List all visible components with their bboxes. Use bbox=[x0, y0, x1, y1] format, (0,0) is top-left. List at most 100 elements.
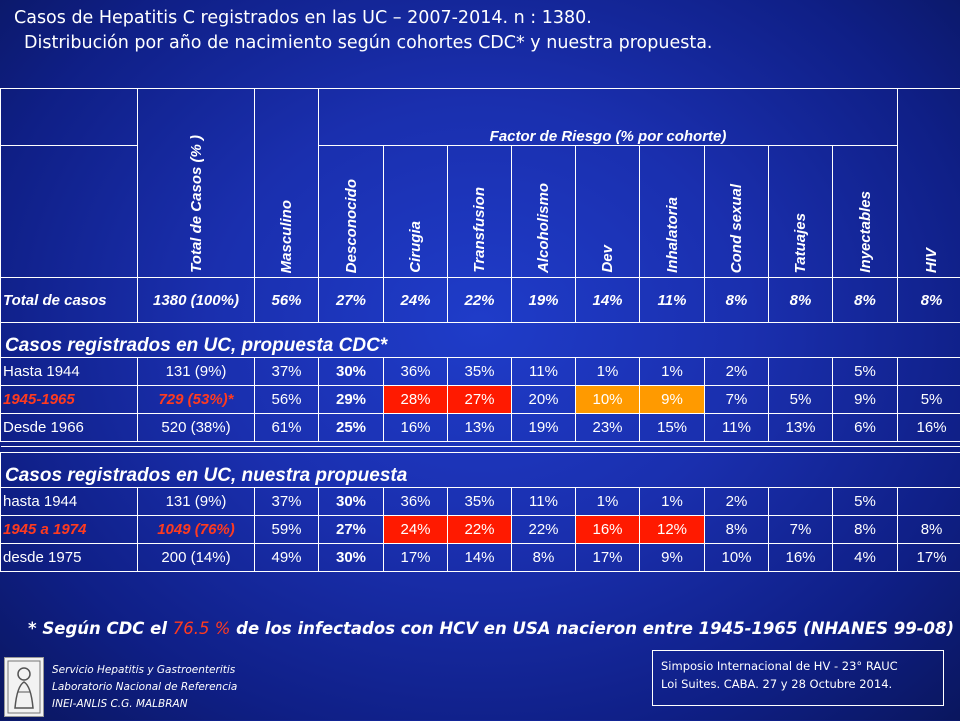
cell: 37% bbox=[255, 488, 319, 516]
cell: 520 (38%) bbox=[138, 414, 255, 442]
cell bbox=[769, 358, 833, 386]
cell: 6% bbox=[833, 414, 898, 442]
institution-logo bbox=[4, 657, 44, 717]
header-inyectables: Inyectables bbox=[833, 146, 898, 278]
cell: 11% bbox=[512, 488, 576, 516]
cell: 30% bbox=[319, 358, 384, 386]
cell: 1% bbox=[640, 358, 705, 386]
cell bbox=[898, 358, 960, 386]
institution-line: INEI-ANLIS C.G. MALBRAN bbox=[52, 696, 237, 713]
cell: 17% bbox=[384, 544, 448, 572]
institution-line: Laboratorio Nacional de Referencia bbox=[52, 679, 237, 696]
logo-figure-icon bbox=[5, 658, 43, 716]
row-label: Desde 1966 bbox=[1, 414, 138, 442]
cell: 9% bbox=[640, 544, 705, 572]
cell: 22% bbox=[448, 278, 512, 323]
corner-cell-lower bbox=[1, 146, 138, 278]
cell: 5% bbox=[833, 488, 898, 516]
cell: 2% bbox=[705, 358, 769, 386]
table-row: Desde 1966 520 (38%) 61% 25% 16% 13% 19%… bbox=[1, 414, 960, 442]
cell: 20% bbox=[512, 386, 576, 414]
header-masculino: Masculino bbox=[255, 89, 319, 278]
cell: 4% bbox=[833, 544, 898, 572]
cell: 19% bbox=[512, 414, 576, 442]
cell: 22% bbox=[512, 516, 576, 544]
cell: 1% bbox=[576, 488, 640, 516]
cell: 35% bbox=[448, 488, 512, 516]
cell: 25% bbox=[319, 414, 384, 442]
cell: 5% bbox=[833, 358, 898, 386]
cell: 10% bbox=[705, 544, 769, 572]
cell: 56% bbox=[255, 386, 319, 414]
cell: 36% bbox=[384, 358, 448, 386]
cell: 16% bbox=[384, 414, 448, 442]
cell: 15% bbox=[640, 414, 705, 442]
header-cond-sexual: Cond sexual bbox=[705, 146, 769, 278]
cell: 37% bbox=[255, 358, 319, 386]
cell: 16% bbox=[769, 544, 833, 572]
section-row: Casos registrados en UC, nuestra propues… bbox=[1, 453, 960, 488]
cell: 56% bbox=[255, 278, 319, 323]
cell: 11% bbox=[640, 278, 705, 323]
cell: 8% bbox=[898, 278, 960, 323]
cell: 200 (14%) bbox=[138, 544, 255, 572]
cell: 49% bbox=[255, 544, 319, 572]
event-box: Simposio Internacional de HV - 23° RAUC … bbox=[652, 650, 944, 706]
cell: 5% bbox=[769, 386, 833, 414]
cell-highlight-red: 28% bbox=[384, 386, 448, 414]
corner-cell bbox=[1, 89, 138, 146]
header-hiv: HIV bbox=[898, 89, 960, 278]
event-line: Simposio Internacional de HV - 23° RAUC bbox=[661, 657, 943, 675]
cell: 1380 (100%) bbox=[138, 278, 255, 323]
section1-title: Casos registrados en UC, propuesta CDC* bbox=[1, 323, 960, 358]
institution-info: Servicio Hepatitis y Gastroenteritis Lab… bbox=[52, 662, 237, 713]
row-label: desde 1975 bbox=[1, 544, 138, 572]
header-tatuajes: Tatuajes bbox=[769, 146, 833, 278]
header-inhalatoria: Inhalatoria bbox=[640, 146, 705, 278]
cell: 131 (9%) bbox=[138, 488, 255, 516]
event-line: Loi Suites. CABA. 27 y 28 Octubre 2014. bbox=[661, 675, 943, 693]
cell: 9% bbox=[833, 386, 898, 414]
cell: 17% bbox=[576, 544, 640, 572]
table-row-highlight: 1945-1965 729 (53%)* 56% 29% 28% 27% 20%… bbox=[1, 386, 960, 414]
table-row: hasta 1944 131 (9%) 37% 30% 36% 35% 11% … bbox=[1, 488, 960, 516]
footnote: * Según CDC el 76.5 % de los infectados … bbox=[28, 619, 954, 638]
institution-line: Servicio Hepatitis y Gastroenteritis bbox=[52, 662, 237, 679]
cell: 1% bbox=[576, 358, 640, 386]
cell: 14% bbox=[576, 278, 640, 323]
cell: 8% bbox=[705, 516, 769, 544]
footnote-pre: * Según CDC el bbox=[28, 619, 173, 638]
cell: 8% bbox=[705, 278, 769, 323]
cell: 11% bbox=[512, 358, 576, 386]
cell: 27% bbox=[319, 516, 384, 544]
table-row: desde 1975 200 (14%) 49% 30% 17% 14% 8% … bbox=[1, 544, 960, 572]
cell: 11% bbox=[705, 414, 769, 442]
cell: 5% bbox=[898, 386, 960, 414]
cell-highlight-red: 22% bbox=[448, 516, 512, 544]
data-table: Total de Casos (% ) Masculino Factor de … bbox=[0, 88, 960, 572]
cell: 7% bbox=[705, 386, 769, 414]
cell-highlight-red: 12% bbox=[640, 516, 705, 544]
row-label: 1945-1965 bbox=[1, 386, 138, 414]
cell: 30% bbox=[319, 544, 384, 572]
table-row-highlight: 1945 a 1974 1049 (76%) 59% 27% 24% 22% 2… bbox=[1, 516, 960, 544]
cell: 14% bbox=[448, 544, 512, 572]
cell-highlight-red: 16% bbox=[576, 516, 640, 544]
cell: 24% bbox=[384, 278, 448, 323]
cell: 23% bbox=[576, 414, 640, 442]
cell: 36% bbox=[384, 488, 448, 516]
cell-highlight-orange: 9% bbox=[640, 386, 705, 414]
slide-title-line2: Distribución por año de nacimiento según… bbox=[24, 33, 713, 53]
cell: 19% bbox=[512, 278, 576, 323]
cell-highlight-red: 24% bbox=[384, 516, 448, 544]
header-factor-riesgo: Factor de Riesgo (% por cohorte) bbox=[319, 89, 898, 146]
header-desconocido: Desconocido bbox=[319, 146, 384, 278]
cell: 8% bbox=[512, 544, 576, 572]
row-label: 1945 a 1974 bbox=[1, 516, 138, 544]
cell: 29% bbox=[319, 386, 384, 414]
section-row: Casos registrados en UC, propuesta CDC* bbox=[1, 323, 960, 358]
section2-title: Casos registrados en UC, nuestra propues… bbox=[1, 453, 960, 488]
cell: 8% bbox=[833, 278, 898, 323]
cell: 13% bbox=[769, 414, 833, 442]
cell: 8% bbox=[769, 278, 833, 323]
